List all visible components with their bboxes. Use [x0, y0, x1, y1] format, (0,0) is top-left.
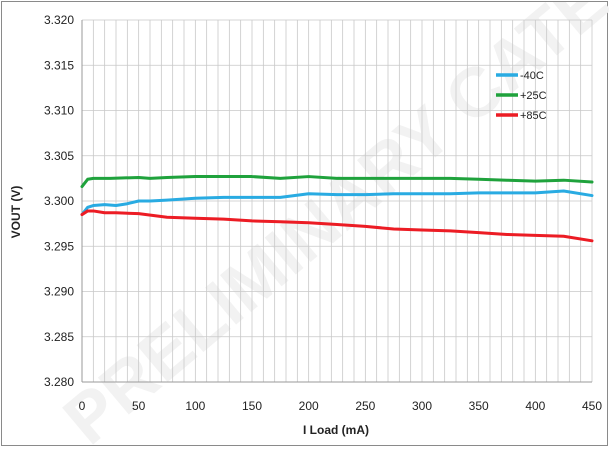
series-line [80, 209, 594, 243]
y-tick-labels: 3.280 3.285 3.290 3.295 3.300 3.305 3.310 3.315… [44, 13, 74, 389]
y-tick-label: 3.285 [44, 330, 74, 344]
plot-axes [81, 20, 592, 383]
legend-label: -40C [520, 70, 544, 82]
x-tick-label: 150 [242, 399, 262, 413]
y-tick-label: 3.305 [44, 149, 74, 163]
y-tick-label: 3.295 [44, 239, 74, 253]
y-tick-label: 3.290 [44, 285, 74, 299]
y-tick-label: 3.310 [44, 104, 74, 118]
x-tick-label: 200 [299, 399, 319, 413]
legend-label: +85C [520, 110, 547, 122]
x-tick-label: 100 [185, 399, 205, 413]
legend-label: +25C [520, 90, 547, 102]
series-line [80, 189, 594, 217]
x-tick-label: 50 [132, 399, 146, 413]
x-tick-label: 250 [355, 399, 375, 413]
x-tick-label: 350 [469, 399, 489, 413]
x-tick-label: 0 [79, 399, 86, 413]
x-tick-label: 450 [582, 399, 602, 413]
y-axis-label: VOUT (V) [9, 186, 23, 239]
series-lines [80, 175, 594, 243]
legend: -40C +25C +85C [496, 70, 547, 122]
plot-grid [81, 19, 593, 383]
y-tick-label: 3.300 [44, 194, 74, 208]
x-tick-labels: 0 50 100 150 200 250 300 350 400 450 [79, 399, 603, 413]
series-line [80, 175, 594, 189]
x-tick-label: 300 [412, 399, 432, 413]
y-tick-label: 3.280 [44, 375, 74, 389]
y-tick-label: 3.315 [44, 58, 74, 72]
x-tick-label: 400 [525, 399, 545, 413]
y-tick-label: 3.320 [44, 13, 74, 27]
x-axis-label: I Load (mA) [303, 423, 369, 437]
